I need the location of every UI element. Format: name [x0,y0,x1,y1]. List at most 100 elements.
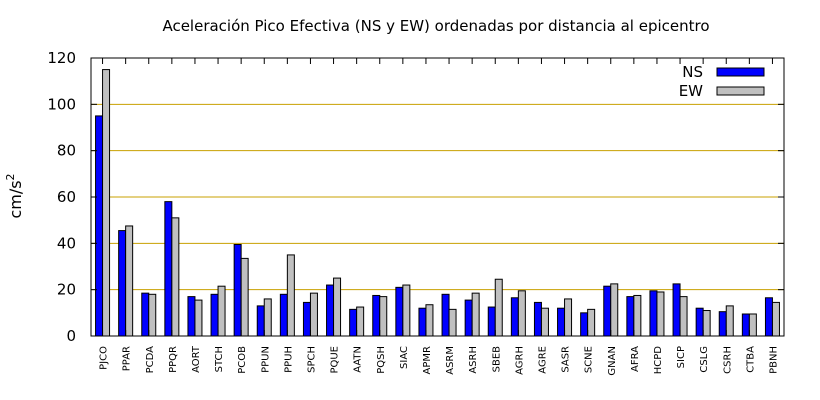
bar-ew [656,291,665,337]
bar-ns [626,296,635,337]
bar-ew [702,310,711,337]
legend-label: EW [679,82,703,100]
bar-ns [395,286,404,337]
bar-ew [102,69,111,337]
bars [95,69,780,337]
bar-ew [633,294,642,337]
x-tick-label: AFRA [630,346,641,372]
bar-ns [164,201,173,337]
bar-ns [326,284,335,337]
y-tick-label: 100 [47,95,76,113]
bar-ew [309,292,318,337]
x-tick-label: SPCH [306,346,317,373]
bar-ew [125,225,134,337]
x-tick-label: SICP [676,346,687,368]
bar-ew [356,306,365,337]
y-tick-label: 0 [66,327,76,345]
y-tick-label: 20 [57,281,76,299]
bar-ns [741,313,750,337]
bar-ew [679,296,688,337]
x-tick-label: SBEB [491,346,502,373]
x-tick-label: PPUN [260,346,271,373]
legend-swatch [716,67,765,77]
bar-ns [764,297,773,337]
bar-ns [441,293,450,337]
bar-ew [379,296,388,337]
x-tick-label: PCDA [145,346,156,374]
x-ticks: PJCO PPAR PCDA PPQR AORT STCH PCOB PPUN PPUH SPCH… [99,58,779,376]
x-tick-label: CTBA [745,346,756,373]
x-tick-label: CSLG [699,346,710,373]
bar-ew [448,308,457,337]
bar-ew [217,285,226,337]
x-tick-label: STCH [214,346,225,372]
bar-ns [533,301,542,337]
x-tick-label: PQUE [330,346,341,374]
y-tick-label: 60 [57,188,76,206]
x-tick-label: PQSH [376,346,387,374]
x-tick-label: PBNH [768,346,779,374]
x-tick-label: AGRE [537,346,548,374]
y-tick-label: 40 [57,234,76,252]
gridlines [91,103,784,291]
x-tick-label: AATN [353,346,364,373]
x-tick-label: APMR [422,346,433,374]
bar-ns [603,285,612,337]
bar-ns [672,283,681,337]
x-tick-label: HCPD [653,346,664,375]
y-axis-label-exponent: 2 [4,173,17,180]
chart-title: Aceleración Pico Efectiva (NS y EW) orde… [162,17,709,35]
x-tick-label: PPQR [168,346,179,373]
bar-ns [141,292,150,337]
x-tick-label: ASRM [445,346,456,375]
bar-ew [540,307,549,337]
bar-ew [771,301,780,337]
bar-ew [748,313,757,337]
bar-ns [256,305,265,337]
bar-ns [557,307,566,337]
bar-ns [487,306,496,337]
bar-ns [510,297,519,337]
bar-ew [564,298,573,337]
bar-ns [210,293,219,337]
x-tick-label: PJCO [99,346,110,370]
x-tick-label: SASR [561,346,572,373]
y-tick-label: 120 [47,49,76,67]
y-ticks: 0 20 40 60 80 100 120 [47,49,784,345]
bar-ew [194,299,203,337]
bar-ns [349,308,358,337]
bar-ew [517,290,526,337]
x-tick-label: CSRH [722,346,733,374]
bar-ew [263,298,272,337]
bar-ns [233,243,242,337]
x-tick-label: SIAC [399,346,410,369]
bar-ew [610,283,619,337]
x-tick-label: AORT [191,345,202,373]
bar-ew [240,257,249,337]
bar-ns [580,312,589,337]
bar-ns [372,294,381,337]
bar-ns [302,301,311,337]
x-tick-label: ASRH [468,346,479,374]
bar-ns [279,293,288,337]
bar-ew [587,308,596,337]
bar-ew [494,278,503,337]
bar-ns [695,307,704,337]
x-tick-label: PCOB [237,346,248,374]
bar-ew [171,217,180,337]
y-axis-label-base: cm/s [6,180,25,218]
bar-ns [187,296,196,337]
x-tick-label: SCNE [584,346,595,373]
y-tick-label: 80 [57,142,76,160]
bar-ns [418,307,427,337]
x-tick-label: PPUH [283,346,294,373]
bar-ns [118,230,127,337]
bar-ew [286,254,295,337]
x-tick-label: AGRH [514,346,525,375]
bar-ew [402,284,411,337]
bar-ns [718,311,727,337]
bar-ew [471,292,480,337]
bar-ns [95,115,104,337]
